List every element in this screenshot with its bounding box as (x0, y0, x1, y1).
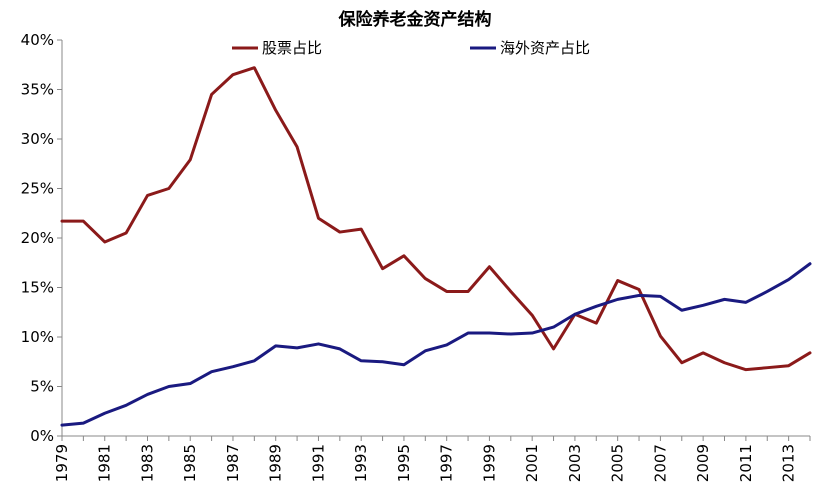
x-tick-label: 1987 (224, 444, 242, 482)
x-tick-label: 1989 (267, 444, 285, 482)
y-tick-label: 30% (21, 130, 54, 148)
x-tick-label: 1981 (96, 444, 114, 482)
x-tick-label: 1999 (480, 444, 498, 482)
legend: 股票占比 海外资产占比 (232, 39, 590, 57)
legend-label-1: 海外资产占比 (500, 39, 590, 57)
x-tick-label: 1993 (352, 444, 370, 482)
x-tick-label: 1997 (438, 444, 456, 482)
series-layer (60, 66, 812, 427)
x-tick-label: 2001 (523, 444, 541, 482)
x-tick-label: 1983 (138, 444, 156, 482)
x-tick-label: 1979 (53, 444, 71, 482)
y-tick-label: 25% (21, 180, 54, 198)
y-tick-label: 40% (21, 31, 54, 49)
x-tick-label: 2009 (694, 444, 712, 482)
series-line-1 (60, 262, 812, 427)
x-tick-label: 1985 (181, 444, 199, 482)
x-tick-label: 2011 (737, 444, 755, 482)
y-tick-label: 10% (21, 328, 54, 346)
y-tick-label: 20% (21, 229, 54, 247)
x-tick-label: 2005 (609, 444, 627, 482)
x-tick-label: 2003 (566, 444, 584, 482)
x-tick-label: 2007 (651, 444, 669, 482)
y-tick-label: 15% (21, 279, 54, 297)
y-tick-label: 0% (30, 427, 54, 445)
y-tick-label: 35% (21, 81, 54, 99)
chart-title: 保险养老金资产结构 (338, 9, 492, 30)
axes: 0% 5% 10% 15% 20% 25% 30% 35% 40% 1979 1981 1983 198… (21, 31, 811, 482)
y-tick-label: 5% (30, 378, 54, 396)
x-tick-label: 1991 (309, 444, 327, 482)
legend-label-0: 股票占比 (262, 39, 322, 57)
series-line-0 (60, 66, 812, 372)
x-tick-label: 2013 (780, 444, 798, 482)
x-tick-label: 1995 (395, 444, 413, 482)
